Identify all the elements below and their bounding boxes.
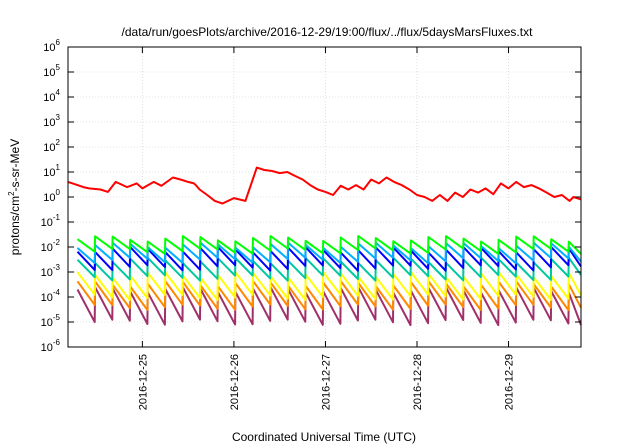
y-tick-label: 10-4 — [41, 288, 61, 304]
y-axis-title-sup: 2 — [7, 191, 16, 196]
series-line — [67, 166, 582, 205]
y-tick-label: 103 — [43, 113, 60, 129]
y-tick-label: 102 — [43, 138, 60, 154]
series-line — [76, 235, 582, 255]
series-line — [76, 271, 582, 302]
y-tick-label: 10-6 — [41, 338, 61, 354]
y-axis-title: protons/cm2-s-sr-MeV — [7, 139, 22, 255]
x-axis-title: Coordinated Universal Time (UTC) — [232, 430, 416, 444]
series-line — [76, 256, 582, 282]
y-tick-label: 10-1 — [41, 213, 61, 229]
x-tick-label: 2016-12-25 — [137, 354, 149, 410]
y-tick-label: 101 — [43, 163, 60, 179]
y-tick-label: 10-2 — [41, 238, 61, 254]
x-tick-label: 2016-12-28 — [412, 354, 424, 410]
x-tick-label: 2016-12-26 — [229, 354, 241, 410]
y-axis-title-base: protons/cm — [8, 196, 22, 255]
y-tick-label: 104 — [43, 88, 60, 104]
y-tick-label: 106 — [43, 38, 60, 54]
y-tick-label: 105 — [43, 63, 60, 79]
x-axis: 2016-12-25 2016-12-26 2016-12-27 2016-12-28… — [137, 47, 516, 410]
series-line — [76, 280, 582, 312]
series-group — [67, 166, 582, 327]
x-tick-label: 2016-12-29 — [504, 354, 516, 410]
x-tick-label: 2016-12-27 — [320, 354, 332, 410]
y-axis: 10-6 10-5 10-4 10-3 10-2 10-1 100 101 102 103 104 1… — [41, 38, 581, 354]
series-line — [76, 286, 582, 327]
y-tick-label: 10-3 — [41, 263, 61, 279]
y-tick-label: 100 — [43, 188, 60, 204]
chart-title: /data/run/goesPlots/archive/2016-12-29/1… — [122, 25, 534, 39]
y-tick-label: 10-5 — [41, 313, 61, 329]
y-axis-title-rest: -s-sr-MeV — [8, 139, 22, 192]
